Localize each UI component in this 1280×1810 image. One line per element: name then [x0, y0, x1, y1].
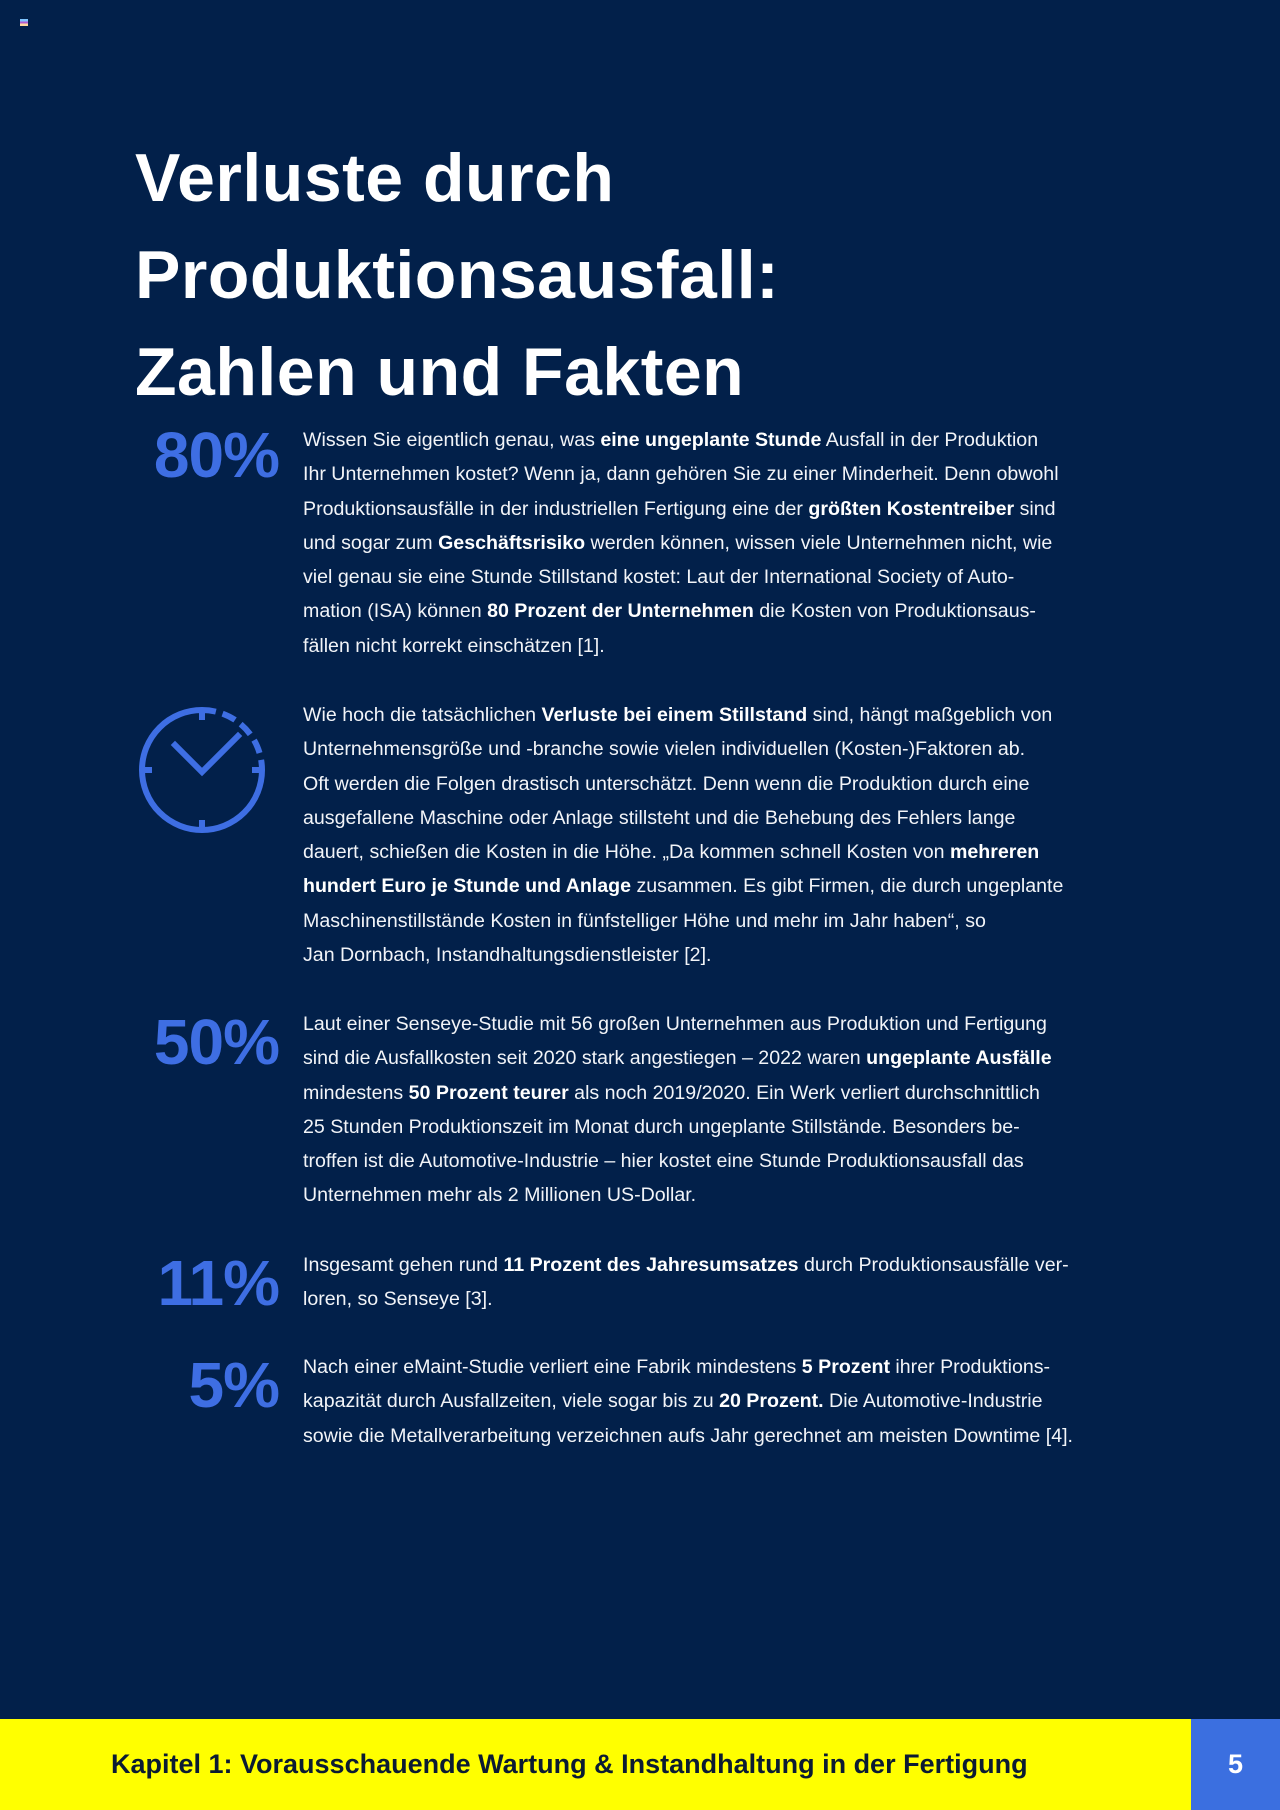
bold-text: mehreren [949, 841, 1040, 864]
text-line: fällen nicht korrekt einschätzen [1]. [303, 629, 1203, 663]
page-number-box: 5 [1191, 1719, 1280, 1810]
text: und sogar zum [303, 531, 439, 554]
text-line: ausgefallene Maschine oder Anlage stills… [303, 801, 1203, 835]
text: 25 Stunden Produktionszeit im Monat durc… [303, 1115, 1020, 1138]
text: ihrer Produktions- [889, 1356, 1051, 1378]
text-line: Insgesamt gehen rund 11 Prozent des Jahr… [303, 1248, 1203, 1282]
footer-chapter-bar: Kapitel 1: Vorausschauende Wartung & Ins… [0, 1719, 1191, 1810]
bold-text: größten Kostentreiber [808, 497, 1015, 520]
bold-text: 80 Prozent der Unternehmen [487, 600, 754, 623]
text: Oft werden die Folgen drastisch untersch… [303, 772, 1030, 795]
text: Unternehmen mehr als 2 Millionen US-Doll… [303, 1184, 697, 1207]
text: mation (ISA) können [303, 600, 488, 623]
text: Insgesamt gehen rund [303, 1254, 504, 1276]
text: Wissen Sie eigentlich genau, was [303, 429, 601, 451]
text-line: dauert, schießen die Kosten in die Höhe.… [303, 835, 1203, 869]
text-line: Ihr Unternehmen kostet? Wenn ja, dann ge… [303, 457, 1203, 491]
title-line: Verluste durch [135, 140, 615, 216]
text: sowie die Metallverarbeitung verzeichnen… [303, 1424, 1073, 1447]
text: Laut einer Senseye-Studie mit 56 großen … [303, 1013, 1047, 1035]
bold-text: eine ungeplante Stunde [600, 429, 822, 451]
text-line: Unternehmen mehr als 2 Millionen US-Doll… [303, 1178, 1203, 1212]
text-line: Wie hoch die tatsächlichen Verluste bei … [303, 698, 1203, 732]
text-line: Laut einer Senseye-Studie mit 56 großen … [303, 1007, 1203, 1041]
text-line: Nach einer eMaint-Studie verliert eine F… [303, 1350, 1203, 1384]
text: Maschinenstillstände Kosten in fünfstell… [303, 909, 986, 932]
paragraph-3: Laut einer Senseye-Studie mit 56 großen … [303, 1007, 1203, 1213]
flag-icon [20, 19, 28, 26]
text-line: Unternehmensgröße und -branche sowie vie… [303, 732, 1203, 766]
bold-text: Geschäftsrisiko [438, 531, 586, 554]
paragraph-2: Wie hoch die tatsächlichen Verluste bei … [303, 698, 1203, 972]
text: dauert, schießen die Kosten in die Höhe.… [303, 841, 950, 864]
text-line: hundert Euro je Stunde und Anlage zusamm… [303, 869, 1203, 903]
stat-11-percent: 11% [157, 1247, 280, 1319]
paragraph-4: Insgesamt gehen rund 11 Prozent des Jahr… [303, 1248, 1203, 1317]
text-line: mation (ISA) können 80 Prozent der Unter… [303, 594, 1203, 628]
text-line: viel genau sie eine Stunde Stillstand ko… [303, 560, 1203, 594]
text: als noch 2019/2020. Ein Werk verliert du… [568, 1081, 1040, 1104]
text: sind [1014, 497, 1056, 520]
text: Wie hoch die tatsächlichen [303, 704, 542, 726]
text: sind die Ausfallkosten seit 2020 stark a… [303, 1047, 867, 1070]
bold-text: 50 Prozent teurer [408, 1081, 569, 1104]
bold-text: Verluste bei einem Stillstand [541, 704, 808, 726]
text: die Kosten von Produktionsaus- [753, 600, 1036, 623]
text: ausgefallene Maschine oder Anlage stills… [303, 806, 1016, 829]
text: werden können, wissen viele Unternehmen … [585, 531, 1053, 554]
text: Ausfall in der Produktion [821, 429, 1039, 451]
text-line: sind die Ausfallkosten seit 2020 stark a… [303, 1041, 1203, 1075]
stat-80-percent: 80% [153, 419, 280, 491]
text: Jan Dornbach, Instandhaltungsdienstleist… [303, 944, 712, 967]
text-line: 25 Stunden Produktionszeit im Monat durc… [303, 1110, 1203, 1144]
text: Die Automotive-Industrie [823, 1390, 1043, 1413]
text: Ihr Unternehmen kostet? Wenn ja, dann ge… [303, 463, 1059, 486]
chapter-title: Kapitel 1: Vorausschauende Wartung & Ins… [111, 1749, 1028, 1779]
text-line: und sogar zum Geschäftsrisiko werden kön… [303, 526, 1203, 560]
text: loren, so Senseye [3]. [303, 1288, 493, 1311]
text-line: troffen ist die Automotive-Industrie – h… [303, 1144, 1203, 1178]
text: fällen nicht korrekt einschätzen [1]. [303, 634, 605, 657]
text-line: Maschinenstillstände Kosten in fünfstell… [303, 904, 1203, 938]
text: durch Produktionsausfälle ver- [798, 1254, 1069, 1276]
text: Nach einer eMaint-Studie verliert eine F… [303, 1356, 802, 1378]
text-line: sowie die Metallverarbeitung verzeichnen… [303, 1419, 1203, 1453]
page-title: Verluste durch Produktionsausfall: Zahle… [135, 130, 779, 421]
stat-5-percent: 5% [188, 1349, 280, 1421]
paragraph-5: Nach einer eMaint-Studie verliert eine F… [303, 1350, 1203, 1453]
text-line: Oft werden die Folgen drastisch untersch… [303, 767, 1203, 801]
paragraph-1: Wissen Sie eigentlich genau, was eine un… [303, 423, 1203, 663]
text: zusammen. Es gibt Firmen, die durch unge… [631, 875, 1064, 898]
text-line: Jan Dornbach, Instandhaltungsdienstleist… [303, 938, 1203, 972]
page-number: 5 [1227, 1749, 1244, 1779]
text-line: kapazität durch Ausfallzeiten, viele sog… [303, 1384, 1203, 1418]
bold-text: 20 Prozent. [719, 1390, 824, 1413]
text-line: loren, so Senseye [3]. [303, 1282, 1203, 1316]
text: kapazität durch Ausfallzeiten, viele sog… [303, 1390, 720, 1413]
text-line: Wissen Sie eigentlich genau, was eine un… [303, 423, 1203, 457]
bold-text: hundert Euro je Stunde und Anlage [303, 875, 632, 898]
text: mindestens [303, 1081, 409, 1104]
text: Unternehmensgröße und -branche sowie vie… [303, 738, 1026, 761]
bold-text: ungeplante Ausfälle [866, 1047, 1052, 1070]
bold-text: 11 Prozent des Jahresumsatzes [503, 1254, 799, 1276]
text-line: mindestens 50 Prozent teurer als noch 20… [303, 1076, 1203, 1110]
stat-50-percent: 50% [153, 1006, 280, 1078]
text: Produktionsausfälle in der industriellen… [303, 497, 809, 520]
text: troffen ist die Automotive-Industrie – h… [303, 1150, 1024, 1173]
title-line: Zahlen und Fakten [135, 334, 745, 410]
clock-icon [139, 707, 265, 833]
text-line: Produktionsausfälle in der industriellen… [303, 492, 1203, 526]
text: viel genau sie eine Stunde Stillstand ko… [303, 566, 1015, 589]
title-line: Produktionsausfall: [135, 237, 780, 313]
text: sind, hängt maßgeblich von [807, 704, 1053, 726]
bold-text: 5 Prozent [801, 1356, 890, 1378]
